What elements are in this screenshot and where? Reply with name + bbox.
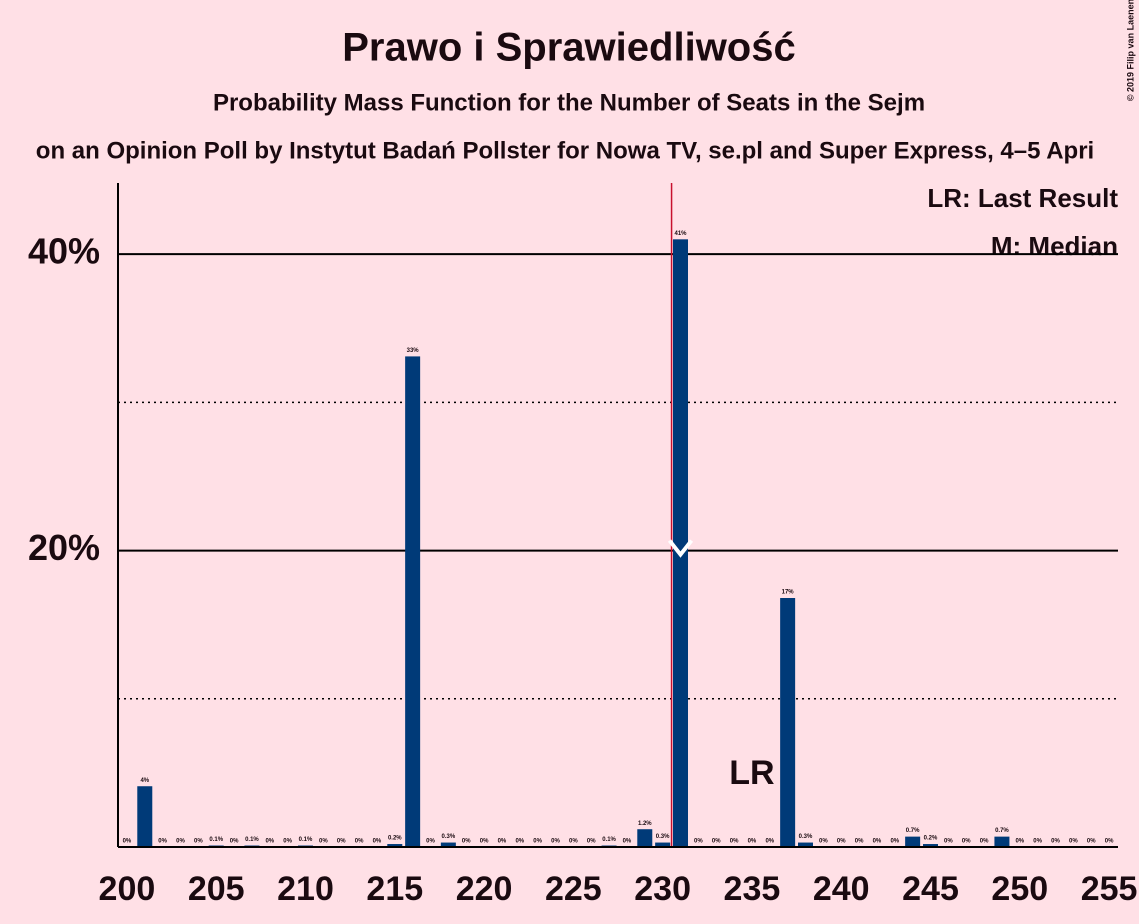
value-label: 0% [176,839,185,845]
value-label: 0% [712,839,721,845]
value-label: 0% [462,839,471,845]
value-label: 0% [373,839,382,845]
value-label: 0% [533,839,542,845]
value-label: 0.2% [388,836,402,842]
x-tick-label: 205 [188,870,245,908]
legend-entry: M: Median [991,231,1118,261]
copyright: © 2019 Filip van Laenen [1125,0,1135,101]
value-label: 0.3% [442,834,456,840]
x-tick-label: 240 [813,870,870,908]
bar [637,829,653,847]
value-label: 0% [319,839,328,845]
bar [137,786,153,847]
bar [994,836,1010,847]
value-label: 0% [730,839,739,845]
value-label: 41% [674,231,687,237]
value-label: 0% [1033,839,1042,845]
last-result-label: LR [729,754,774,792]
value-label: 0% [480,839,489,845]
value-label: 0% [265,839,274,845]
value-label: 0% [194,839,203,845]
value-label: 0% [1105,839,1114,845]
bar [923,844,938,847]
value-label: 0% [765,839,774,845]
bar [780,598,796,847]
value-label: 0% [748,839,757,845]
median-marker [667,539,694,558]
value-label: 0% [337,839,346,845]
bar [673,239,688,848]
bar [798,842,813,847]
value-label: 33% [407,348,420,354]
value-label: 0% [837,839,846,845]
value-label: 0% [515,839,524,845]
x-tick-label: 225 [545,870,602,908]
value-label: 0% [587,839,596,845]
x-tick-label: 230 [634,870,691,908]
value-label: 0% [694,839,703,845]
x-tick-label: 200 [99,870,156,908]
x-tick-label: 255 [1081,870,1138,908]
value-label: 0.3% [799,834,813,840]
value-label: 0% [962,839,971,845]
x-tick-label: 215 [366,870,423,908]
value-label: 0% [855,839,864,845]
value-label: 0.7% [906,828,920,834]
value-label: 0.7% [995,828,1009,834]
x-tick-label: 220 [456,870,513,908]
value-label: 0.1% [602,837,616,843]
value-label: 0% [426,839,435,845]
value-label: 0.3% [656,834,670,840]
x-tick-label: 250 [991,870,1048,908]
bar [440,842,456,847]
y-tick-label: 20% [28,527,100,568]
value-label: 0% [819,839,828,845]
value-label: 0.1% [209,837,223,843]
value-label: 0.2% [924,836,938,842]
value-label: 0% [890,839,899,845]
value-label: 1.2% [638,821,652,827]
bar [405,356,421,847]
value-label: 0% [283,839,292,845]
bar [655,842,671,847]
y-tick-label: 40% [28,231,100,272]
x-tick-label: 235 [724,870,781,908]
value-label: 17% [782,590,795,596]
x-tick-label: 210 [277,870,334,908]
value-label: 0% [1087,839,1096,845]
bar [387,844,403,847]
value-label: 0% [1015,839,1024,845]
value-label: 0.1% [245,837,259,843]
value-label: 0% [623,839,632,845]
value-label: 0% [551,839,560,845]
value-label: 0% [355,839,364,845]
value-label: 0% [1051,839,1060,845]
value-label: 0% [123,839,132,845]
value-label: 0% [230,839,239,845]
x-tick-label: 245 [902,870,959,908]
legend-entry: LR: Last Result [927,183,1118,213]
value-label: 4% [140,778,149,784]
value-label: 0% [569,839,578,845]
chart-subtitle: Probability Mass Function for the Number… [213,89,925,116]
chart-title: Prawo i Sprawiedliwość [342,26,795,70]
value-label: 0% [980,839,989,845]
value-label: 0% [1069,839,1078,845]
bar [905,836,921,847]
value-label: 0.1% [299,837,313,843]
value-label: 0% [498,839,507,845]
value-label: 0% [158,839,167,845]
value-label: 0% [873,839,882,845]
chart-subtitle-2: on an Opinion Poll by Instytut Badań Pol… [36,137,1094,164]
value-label: 0% [944,839,953,845]
